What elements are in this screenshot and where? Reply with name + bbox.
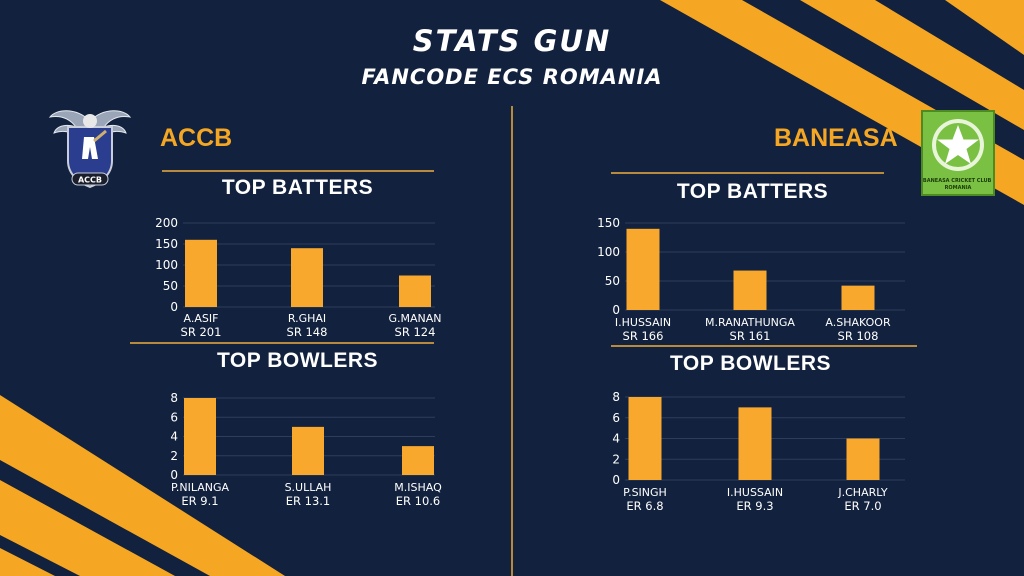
divider-line <box>611 172 884 174</box>
top-right-stripe <box>945 0 1024 55</box>
y-tick-label: 4 <box>612 432 620 446</box>
bar <box>846 438 880 480</box>
x-stat-label: ER 9.1 <box>181 494 218 508</box>
x-category-label: G.MANAN <box>388 312 441 325</box>
x-stat-label: ER 7.0 <box>844 499 881 513</box>
y-tick-label: 50 <box>163 279 178 293</box>
bottom-left-stripe <box>0 480 175 576</box>
baneasa-batters-title: TOP BATTERS <box>676 180 829 203</box>
y-tick-label: 50 <box>605 274 620 288</box>
bar <box>626 228 660 310</box>
x-stat-label: ER 6.8 <box>626 499 663 513</box>
y-tick-label: 100 <box>597 245 620 259</box>
y-tick-label: 6 <box>612 411 620 425</box>
bar <box>628 397 662 480</box>
baneasa-bowlers-title: TOP BOWLERS <box>669 352 832 375</box>
x-stat-label: ER 13.1 <box>286 494 331 508</box>
y-tick-label: 150 <box>155 237 178 251</box>
y-tick-label: 0 <box>170 468 178 482</box>
accb-eagle-crest-logo: ACCB <box>48 103 132 191</box>
x-category-label: A.ASIF <box>184 312 219 325</box>
x-category-label: I.HUSSAIN <box>615 316 671 329</box>
bottom-left-stripe <box>0 395 285 576</box>
x-stat-label: ER 10.6 <box>396 494 441 508</box>
y-tick-label: 6 <box>170 410 178 424</box>
x-category-label: P.SINGH <box>623 486 667 499</box>
divider-line <box>130 342 434 344</box>
divider-line <box>162 170 434 172</box>
x-stat-label: SR 166 <box>623 329 664 343</box>
accb-logo-text: ACCB <box>78 176 102 185</box>
bar <box>291 248 323 307</box>
y-tick-label: 150 <box>597 216 620 230</box>
baneasa-logo-text: BANEASA CRICKET CLUB ROMANIA <box>923 178 993 191</box>
x-category-label: M.ISHAQ <box>394 481 442 494</box>
y-tick-label: 0 <box>612 473 620 487</box>
x-category-label: I.HUSSAIN <box>727 486 783 499</box>
team-name-baneasa: BANEASA <box>774 124 898 152</box>
bar <box>185 239 217 307</box>
bar <box>399 275 431 307</box>
y-tick-label: 2 <box>170 449 178 463</box>
x-category-label: J.CHARLY <box>837 486 888 499</box>
team-name-accb: ACCB <box>160 124 233 152</box>
x-stat-label: SR 124 <box>395 325 436 339</box>
x-stat-label: ER 9.3 <box>736 499 773 513</box>
y-tick-label: 200 <box>155 216 178 230</box>
y-tick-label: 4 <box>170 430 178 444</box>
x-category-label: R.GHAI <box>288 312 326 325</box>
bar <box>841 285 875 310</box>
bar <box>733 270 767 310</box>
page-title: STATS GUN <box>412 24 612 58</box>
bar <box>402 446 434 475</box>
y-tick-label: 2 <box>612 452 620 466</box>
bar <box>184 398 216 475</box>
accb-batters-title: TOP BATTERS <box>221 176 374 199</box>
top-right-stripe <box>800 0 1024 130</box>
x-category-label: M.RANATHUNGA <box>705 316 795 329</box>
divider-line <box>611 345 917 347</box>
x-stat-label: SR 148 <box>287 325 328 339</box>
y-tick-label: 0 <box>612 303 620 317</box>
x-category-label: P.NILANGA <box>171 481 230 494</box>
y-tick-label: 0 <box>170 300 178 314</box>
x-stat-label: SR 161 <box>730 329 771 343</box>
bottom-left-stripe <box>0 548 55 576</box>
x-category-label: S.ULLAH <box>285 481 332 494</box>
baneasa-star-logo: BANEASA CRICKET CLUB ROMANIA <box>921 110 995 196</box>
accb-bowlers-title: TOP BOWLERS <box>216 349 379 372</box>
bar <box>738 407 772 480</box>
x-category-label: A.SHAKOOR <box>825 316 891 329</box>
x-stat-label: SR 201 <box>181 325 222 339</box>
y-tick-label: 8 <box>612 390 620 404</box>
y-tick-label: 8 <box>170 391 178 405</box>
y-tick-label: 100 <box>155 258 178 272</box>
bar <box>292 426 324 475</box>
x-stat-label: SR 108 <box>838 329 879 343</box>
page-subtitle: FANCODE ECS ROMANIA <box>361 65 663 89</box>
